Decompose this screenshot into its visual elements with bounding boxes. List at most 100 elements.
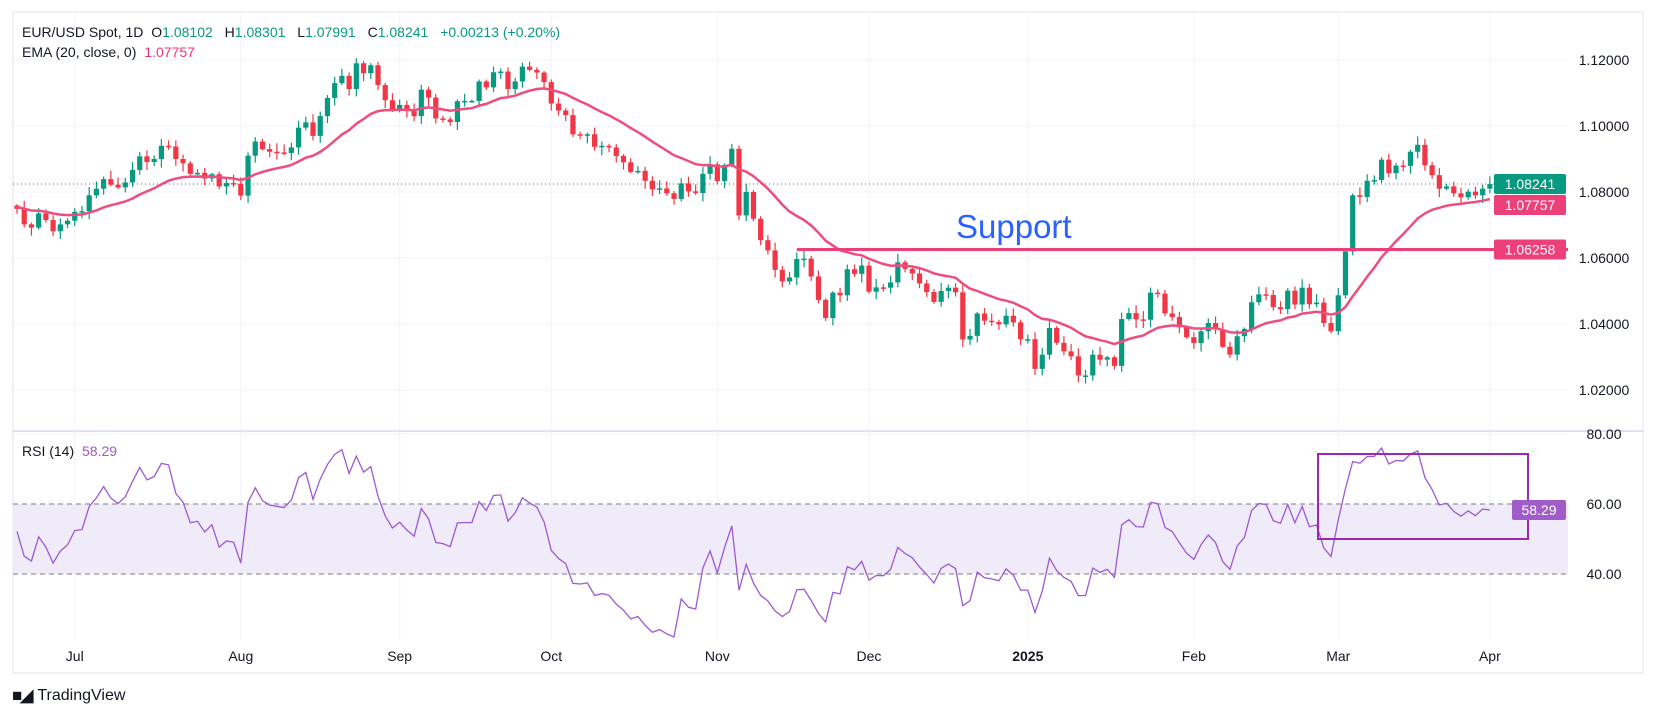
candle-body bbox=[613, 147, 619, 157]
x-tick-label: Oct bbox=[540, 648, 562, 664]
candle bbox=[1443, 183, 1450, 191]
candle bbox=[1277, 301, 1284, 315]
candle-body bbox=[945, 287, 951, 291]
candle-body bbox=[101, 179, 107, 189]
candle bbox=[1436, 168, 1442, 198]
candle-body bbox=[368, 65, 374, 74]
candle bbox=[1212, 316, 1219, 335]
candle bbox=[953, 283, 959, 297]
candle bbox=[454, 99, 461, 130]
candle bbox=[324, 95, 331, 124]
candle-body bbox=[1415, 144, 1421, 152]
candle bbox=[981, 307, 988, 325]
candle bbox=[570, 108, 576, 137]
candle bbox=[79, 205, 85, 219]
candle bbox=[1017, 319, 1024, 346]
candle-body bbox=[577, 134, 583, 136]
candle bbox=[101, 176, 107, 195]
candle bbox=[1082, 369, 1089, 384]
candle bbox=[599, 141, 605, 156]
candle bbox=[332, 76, 338, 106]
candle-body bbox=[1075, 356, 1081, 376]
candle bbox=[750, 190, 757, 222]
x-tick-label: Jul bbox=[66, 648, 84, 664]
rsi-axis[interactable]: 80.00 60.00 40.00 bbox=[1586, 426, 1621, 582]
candle bbox=[1306, 283, 1312, 309]
candle-body bbox=[223, 183, 229, 187]
rsi-highlight-box[interactable] bbox=[1317, 453, 1529, 540]
candle bbox=[534, 67, 540, 80]
candle bbox=[1198, 328, 1204, 352]
candle-body bbox=[93, 188, 100, 196]
candle bbox=[462, 93, 468, 107]
symbol-legend[interactable]: EUR/USD Spot, 1D O1.08102 H1.08301 L1.07… bbox=[22, 24, 564, 40]
candle-body bbox=[187, 163, 193, 174]
candle bbox=[1090, 349, 1096, 381]
time-axis[interactable]: Jul Aug Sep Oct Nov Dec 2025 Feb Mar Apr bbox=[66, 648, 1501, 664]
rsi-line bbox=[16, 446, 1490, 638]
candle-body bbox=[1017, 322, 1024, 340]
candle bbox=[656, 180, 663, 194]
candle bbox=[1371, 175, 1377, 185]
candle bbox=[317, 111, 323, 143]
candle bbox=[1314, 294, 1320, 308]
candle-body bbox=[866, 265, 872, 292]
candle bbox=[21, 200, 27, 228]
candle-body bbox=[137, 156, 143, 170]
candle bbox=[938, 282, 944, 307]
candle bbox=[584, 132, 590, 144]
candle-body bbox=[628, 162, 634, 172]
ema-legend[interactable]: EMA (20, close, 0) 1.07757 bbox=[22, 44, 199, 60]
candle-body bbox=[50, 220, 56, 232]
candle bbox=[267, 143, 273, 158]
price-axis[interactable]: 1.12000 1.10000 1.08000 1.06000 1.04000 1.020… bbox=[1579, 52, 1630, 398]
candle-body bbox=[28, 224, 35, 228]
candle-body bbox=[1342, 251, 1349, 296]
candle bbox=[173, 140, 179, 166]
tradingview-logo[interactable]: ■◢ TradingView bbox=[12, 686, 125, 706]
candle-body bbox=[245, 155, 251, 196]
low-value: 1.07991 bbox=[305, 24, 356, 40]
candle bbox=[86, 186, 92, 220]
candle bbox=[830, 291, 836, 326]
tradingview-logo-icon: ■◢ bbox=[12, 686, 33, 705]
candle-body bbox=[389, 100, 396, 111]
candle-body bbox=[685, 183, 692, 192]
candle bbox=[144, 150, 150, 170]
candle-body bbox=[404, 104, 410, 112]
candle bbox=[1458, 187, 1464, 205]
rsi-legend[interactable]: RSI (14) 58.29 bbox=[22, 443, 121, 459]
candle-body bbox=[620, 156, 627, 163]
candle bbox=[1342, 250, 1349, 299]
candle bbox=[469, 99, 475, 103]
candle-body bbox=[346, 75, 352, 90]
candle bbox=[1075, 348, 1081, 383]
candle bbox=[1220, 322, 1226, 349]
candle bbox=[418, 84, 424, 124]
candle-body bbox=[1249, 302, 1255, 329]
candle-body bbox=[1025, 339, 1031, 341]
candle bbox=[794, 252, 800, 286]
candle-body bbox=[909, 268, 915, 274]
candle bbox=[671, 190, 677, 205]
candle bbox=[772, 242, 778, 278]
close-label: C bbox=[367, 24, 378, 40]
candle-body bbox=[1400, 165, 1406, 168]
candle-body bbox=[267, 149, 273, 152]
change-value: +0.00213 (+0.20%) bbox=[440, 24, 561, 40]
candle bbox=[1061, 336, 1067, 356]
candle bbox=[1256, 286, 1262, 306]
candle bbox=[1292, 286, 1298, 310]
candle-body bbox=[541, 72, 547, 83]
candle-body bbox=[743, 192, 749, 216]
candle-body bbox=[794, 258, 800, 278]
candle-body bbox=[1184, 327, 1190, 338]
candle bbox=[382, 82, 388, 109]
candle bbox=[129, 161, 136, 188]
candle bbox=[859, 257, 865, 283]
candle-body bbox=[736, 148, 742, 216]
candle-body bbox=[115, 184, 121, 188]
candle-body bbox=[1234, 336, 1240, 355]
candle-body bbox=[483, 81, 489, 88]
